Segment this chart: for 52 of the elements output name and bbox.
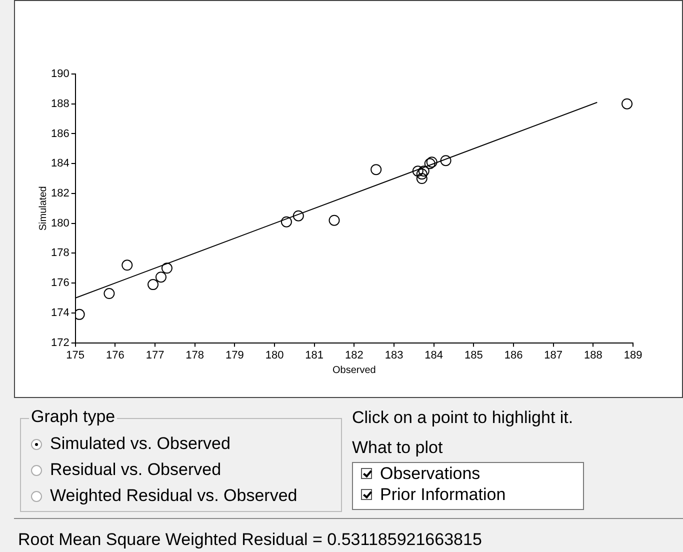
y-tick-label: 188 (50, 98, 70, 110)
y-tick-label: 182 (50, 188, 70, 200)
y-tick-label: 176 (50, 277, 70, 290)
x-axis-title: Observed (332, 364, 376, 376)
x-tick-label: 186 (504, 349, 523, 362)
point (418, 166, 430, 177)
text: Simulated vs. Observed (50, 434, 230, 454)
text: What to plot (352, 438, 443, 457)
point (155, 272, 166, 283)
point (104, 288, 115, 300)
x-tick-label: 180 (265, 349, 284, 362)
point (328, 214, 340, 226)
x-tick-label: 189 (624, 349, 642, 362)
point (622, 98, 633, 110)
x-tick-label: 175 (66, 349, 85, 362)
x-tick-label: 182 (344, 349, 364, 362)
y-tick-label: 184 (50, 158, 70, 170)
point (416, 173, 428, 184)
point (292, 210, 304, 222)
y-tick-label: 180 (50, 217, 70, 230)
x-tick-label: 187 (544, 349, 563, 362)
text: Observations (380, 464, 480, 484)
text: Weighted Residual vs. Observed (50, 486, 298, 506)
y-tick-label: 172 (50, 336, 70, 349)
x-tick-label: 181 (305, 349, 324, 362)
point (416, 168, 428, 180)
point (440, 155, 452, 166)
text: Prior Information (380, 484, 506, 504)
text: Root Mean Square Weighted Residual = 0.531185921663815 (18, 530, 482, 549)
x-tick-label: 184 (424, 349, 444, 362)
x-tick-label: 185 (464, 349, 483, 362)
y-tick-label: 178 (50, 247, 70, 260)
x-tick-label: 177 (146, 349, 164, 362)
point (412, 166, 424, 177)
text: Residual vs. Observed (50, 460, 222, 480)
y-tick-label: 174 (50, 306, 70, 319)
x-tick-label: 183 (384, 349, 404, 362)
point (148, 279, 159, 290)
x-tick-label: 179 (226, 349, 244, 362)
text: Graph type (31, 407, 116, 426)
text: Click on a point to highlight it. (352, 408, 574, 427)
x-tick-label: 188 (584, 349, 602, 362)
point (75, 308, 85, 320)
point (122, 260, 133, 271)
y-tick-label: 190 (50, 68, 70, 80)
y-axis-title: Simulated (38, 186, 49, 231)
point (161, 262, 172, 274)
y-tick-label: 186 (50, 128, 70, 140)
point (370, 164, 382, 176)
x-tick-label: 178 (186, 349, 204, 362)
x-tick-label: 176 (106, 349, 124, 362)
point (280, 216, 292, 228)
